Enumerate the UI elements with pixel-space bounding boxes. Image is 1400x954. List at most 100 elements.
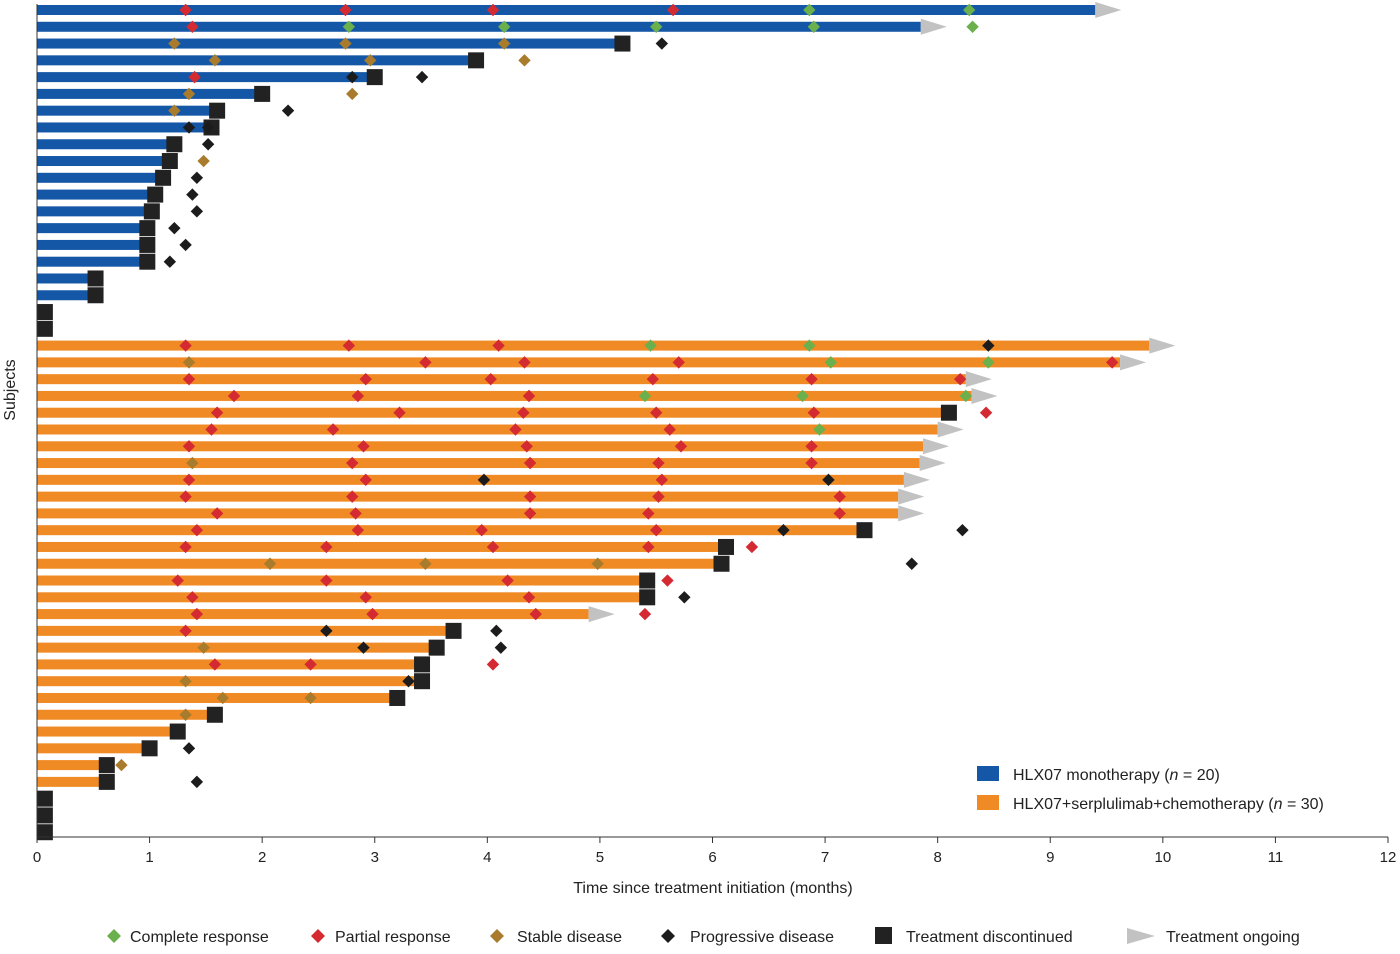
subject-bar (37, 441, 924, 452)
treatment-discontinued-marker (36, 824, 53, 841)
complete-response-marker (498, 20, 511, 33)
partial-response-marker (208, 658, 222, 671)
subject-bar (37, 760, 107, 771)
treatment-ongoing-marker (588, 606, 615, 623)
progressive-disease-marker (956, 523, 969, 537)
subject-markers (227, 387, 998, 404)
subject-markers (87, 270, 104, 287)
x-axis-label: Time since treatment initiation (months) (573, 880, 853, 897)
subject-bar (37, 592, 648, 603)
treatment-discontinued-marker (147, 186, 164, 203)
subject-row (37, 256, 148, 267)
partial-response-marker (205, 423, 218, 436)
subject-row (37, 525, 865, 536)
progressive-disease-marker (190, 205, 204, 218)
subject-bar (37, 239, 148, 250)
subject-row (37, 776, 107, 787)
x-tick-label: 11 (1268, 849, 1284, 866)
progressive-disease-marker (186, 188, 199, 201)
partial-response-marker (190, 523, 204, 537)
subject-markers (36, 304, 53, 321)
progressive-disease-marker (357, 641, 370, 654)
partial-response-marker (663, 423, 676, 436)
partial-response-marker (188, 70, 201, 84)
subject-bar (37, 558, 722, 569)
subject-row (37, 609, 589, 620)
partial-response-marker (179, 540, 192, 554)
progressive-disease-marker (402, 675, 415, 688)
x-tick-label: 7 (821, 849, 829, 866)
subject-markers (98, 757, 128, 774)
treatment-discontinued-marker (161, 153, 178, 170)
treatment-discontinued-marker (36, 320, 53, 337)
treatment-ongoing-marker (971, 387, 998, 404)
progressive-disease-marker (777, 523, 790, 537)
partial-response-marker (807, 406, 821, 419)
partial-response-marker (179, 490, 192, 503)
partial-response-marker (661, 574, 674, 587)
treatment-discontinued-marker (36, 790, 53, 807)
subject-bar (37, 357, 1121, 368)
subject-markers (143, 203, 204, 220)
partial-response-marker (346, 490, 359, 503)
partial-response-marker (520, 440, 533, 453)
subject-row (37, 189, 156, 200)
stable-disease-marker (263, 557, 277, 570)
progressive-disease-marker (655, 37, 669, 50)
treatment-discontinued-marker (209, 102, 226, 119)
stable-disease-marker (186, 456, 199, 470)
subject-row (37, 21, 921, 32)
treatment-discontinued-marker (940, 404, 957, 421)
subject-bar (37, 223, 148, 234)
legend-item-complete-response: Complete response (107, 929, 269, 946)
treatment-discontinued-marker (468, 52, 485, 69)
subject-markers (36, 790, 53, 807)
partial-response-marker (486, 540, 500, 554)
legend-item-progressive-disease: Progressive disease (661, 929, 834, 946)
legend-icon-treatment-ongoing (1127, 928, 1155, 944)
partial-response-marker (529, 607, 542, 621)
progressive-disease-marker (201, 121, 215, 134)
subject-markers (139, 220, 181, 237)
subject-row (37, 273, 96, 284)
subject-bar (37, 491, 899, 502)
partial-response-marker (517, 406, 530, 419)
legend-icon-stable-disease (490, 929, 504, 943)
treatment-discontinued-marker (143, 203, 160, 220)
partial-response-marker (650, 523, 663, 537)
partial-response-marker (179, 339, 192, 352)
treatment-discontinued-marker (639, 589, 656, 606)
stable-disease-marker (168, 37, 181, 50)
progressive-disease-marker (182, 121, 196, 134)
partial-response-marker (646, 372, 660, 386)
legend-item-partial-response: Partial response (311, 929, 451, 946)
treatment-discontinued-marker (206, 706, 223, 723)
partial-response-marker (179, 3, 192, 17)
stable-disease-marker (179, 675, 192, 688)
subject-row (37, 642, 437, 653)
partial-response-marker (366, 607, 379, 621)
subject-markers (179, 706, 223, 723)
subject-bar (37, 609, 589, 620)
partial-response-marker (320, 540, 333, 554)
partial-response-marker (171, 574, 184, 587)
subject-bar (37, 709, 215, 720)
subject-bar (37, 474, 904, 485)
partial-response-marker (666, 3, 680, 17)
treatment-ongoing-marker (1149, 337, 1176, 354)
legend-icon-partial-response (311, 929, 325, 943)
legend-text-progressive-disease: Progressive disease (690, 929, 834, 946)
x-tick-label: 12 (1380, 849, 1397, 866)
progressive-disease-marker (320, 624, 333, 638)
x-tick-label: 1 (145, 849, 153, 866)
treatment-ongoing-marker (923, 438, 950, 455)
partial-response-marker (1105, 356, 1119, 369)
partial-response-marker (674, 440, 688, 453)
subject-row (37, 676, 423, 687)
subject-bar (37, 105, 218, 116)
treatment-discontinued-marker (87, 270, 104, 287)
stable-disease-marker (216, 691, 229, 705)
subject-bar (37, 156, 170, 167)
stable-disease-marker (182, 87, 196, 101)
